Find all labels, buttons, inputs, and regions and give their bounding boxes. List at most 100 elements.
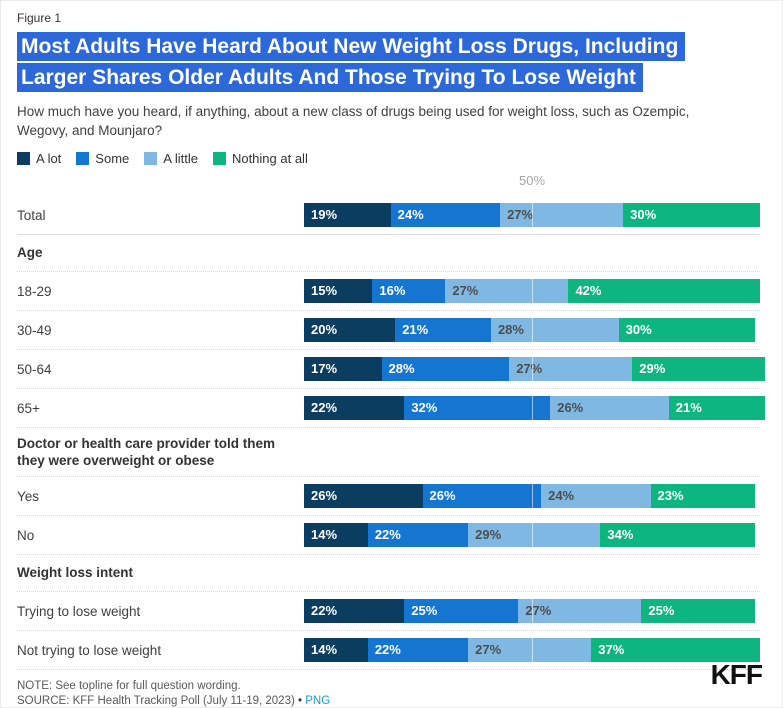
bar-segment: 22%	[304, 599, 405, 623]
bar-segment: 30%	[623, 203, 760, 227]
chart-row-total: Total 19% 24% 27% 30%	[17, 196, 760, 235]
section-header-age: Age	[17, 235, 760, 272]
bar-value-label: 30%	[630, 207, 657, 222]
bar-value-label: 27%	[475, 642, 502, 657]
chart-title-line-2: Larger Shares Older Adults And Those Try…	[17, 63, 643, 92]
bar-value-label: 14%	[311, 642, 338, 657]
chart-row-65-plus: 65+ 22% 32% 26% 21%	[17, 389, 765, 428]
bar-segment: 16%	[372, 279, 446, 303]
bar-value-label: 32%	[411, 400, 438, 415]
stacked-bar: 17% 28% 27% 29%	[304, 357, 765, 381]
stacked-bar: 20% 21% 28% 30%	[304, 318, 760, 342]
bar-value-label: 20%	[311, 322, 338, 337]
bar-value-label: 14%	[311, 527, 338, 542]
row-label: Not trying to lose weight	[17, 642, 162, 658]
legend-swatch-a-little	[144, 152, 158, 165]
bar-segment: 26%	[422, 484, 542, 508]
footer-notes: NOTE: See topline for full question word…	[17, 679, 760, 707]
row-label: Yes	[17, 488, 40, 504]
bar-value-label: 27%	[516, 361, 543, 376]
stacked-bar: 26% 26% 24% 23%	[304, 484, 760, 508]
footer-note: NOTE: See topline for full question word…	[17, 680, 241, 692]
row-label: Total	[17, 207, 46, 223]
chart-row-18-29: 18-29 15% 16% 27% 42%	[17, 272, 760, 311]
bar-segment: 32%	[404, 396, 551, 420]
bar-segment: 27%	[500, 203, 624, 227]
png-download-link[interactable]: PNG	[305, 695, 331, 707]
chart-row-no: No 14% 22% 29% 34%	[17, 516, 760, 555]
bar-segment: 21%	[668, 396, 765, 420]
bar-segment: 42%	[568, 279, 760, 303]
legend-label: Nothing at all	[231, 151, 308, 166]
bar-segment: 28%	[381, 357, 510, 381]
bar-segment: 27%	[509, 357, 633, 381]
footer-source-text: SOURCE: KFF Health Tracking Poll (July 1…	[17, 695, 295, 707]
bar-value-label: 23%	[657, 488, 684, 503]
bar-segment: 25%	[641, 599, 756, 623]
bar-segment: 14%	[304, 638, 368, 662]
bar-value-label: 15%	[311, 283, 338, 298]
bar-segment: 22%	[304, 396, 405, 420]
stacked-bar: 14% 22% 29% 34%	[304, 523, 760, 547]
bar-value-label: 27%	[452, 283, 479, 298]
legend-item-nothing-at-all: Nothing at all	[212, 151, 308, 166]
section-header-weight-loss-intent: Weight loss intent	[17, 555, 760, 592]
bar-segment: 28%	[490, 318, 619, 342]
bar-value-label: 28%	[497, 322, 524, 337]
bar-value-label: 21%	[402, 322, 429, 337]
bar-value-label: 22%	[374, 642, 401, 657]
row-label: 18-29	[17, 283, 52, 299]
legend-label: A lot	[36, 151, 62, 166]
legend: A lot Some A little Nothing at all	[17, 151, 760, 166]
bar-segment: 29%	[468, 523, 601, 547]
stacked-bar: 19% 24% 27% 30%	[304, 203, 760, 227]
section-header-doctor-told: Doctor or health care provider told them…	[17, 428, 760, 477]
bar-segment: 27%	[518, 599, 642, 623]
legend-label: A little	[163, 151, 198, 166]
bar-value-label: 24%	[548, 488, 575, 503]
legend-label: Some	[95, 151, 130, 166]
legend-swatch-some	[76, 152, 90, 165]
bar-value-label: 25%	[411, 603, 438, 618]
row-label: 65+	[17, 400, 40, 416]
stacked-bar: 15% 16% 27% 42%	[304, 279, 760, 303]
bar-value-label: 29%	[639, 361, 666, 376]
bar-value-label: 19%	[311, 207, 338, 222]
row-label: 50-64	[17, 361, 52, 377]
stacked-bar: 22% 32% 26% 21%	[304, 396, 765, 420]
bar-value-label: 25%	[648, 603, 675, 618]
section-header-label: Age	[17, 245, 43, 260]
chart-title: Most Adults Have Heard About New Weight …	[17, 31, 760, 93]
legend-swatch-a-lot	[17, 152, 30, 165]
bar-value-label: 22%	[311, 603, 338, 618]
bar-value-label: 22%	[311, 400, 338, 415]
bar-segment: 34%	[600, 523, 756, 547]
footer-source: SOURCE: KFF Health Tracking Poll (July 1…	[17, 694, 760, 707]
bar-segment: 26%	[304, 484, 423, 508]
row-label: Trying to lose weight	[17, 603, 141, 619]
chart-row-trying-to-lose-weight: Trying to lose weight 22% 25% 27% 25%	[17, 592, 760, 631]
chart-subtitle: How much have you heard, if anything, ab…	[17, 104, 690, 138]
bar-value-label: 21%	[675, 400, 702, 415]
bar-segment: 24%	[541, 484, 651, 508]
axis-tick-50: 50%	[518, 173, 546, 188]
bar-value-label: 27%	[507, 207, 534, 222]
bar-segment: 29%	[632, 357, 765, 381]
kff-logo: KFF	[710, 659, 763, 690]
section-header-label: Weight loss intent	[17, 565, 134, 580]
bar-segment: 25%	[404, 599, 519, 623]
bar-value-label: 29%	[475, 527, 502, 542]
footer-bullet: •	[298, 695, 303, 707]
row-label: 30-49	[17, 322, 52, 338]
bar-segment: 26%	[550, 396, 669, 420]
stacked-bar: 14% 22% 27% 37%	[304, 638, 760, 662]
chart-row-yes: Yes 26% 26% 24% 23%	[17, 477, 760, 516]
bar-value-label: 17%	[311, 361, 338, 376]
chart-title-line-1: Most Adults Have Heard About New Weight …	[17, 32, 686, 61]
bar-segment: 27%	[468, 638, 592, 662]
figure-label: Figure 1	[17, 11, 62, 25]
bar-segment: 22%	[367, 638, 469, 662]
bar-value-label: 28%	[388, 361, 415, 376]
bar-value-label: 26%	[311, 488, 338, 503]
